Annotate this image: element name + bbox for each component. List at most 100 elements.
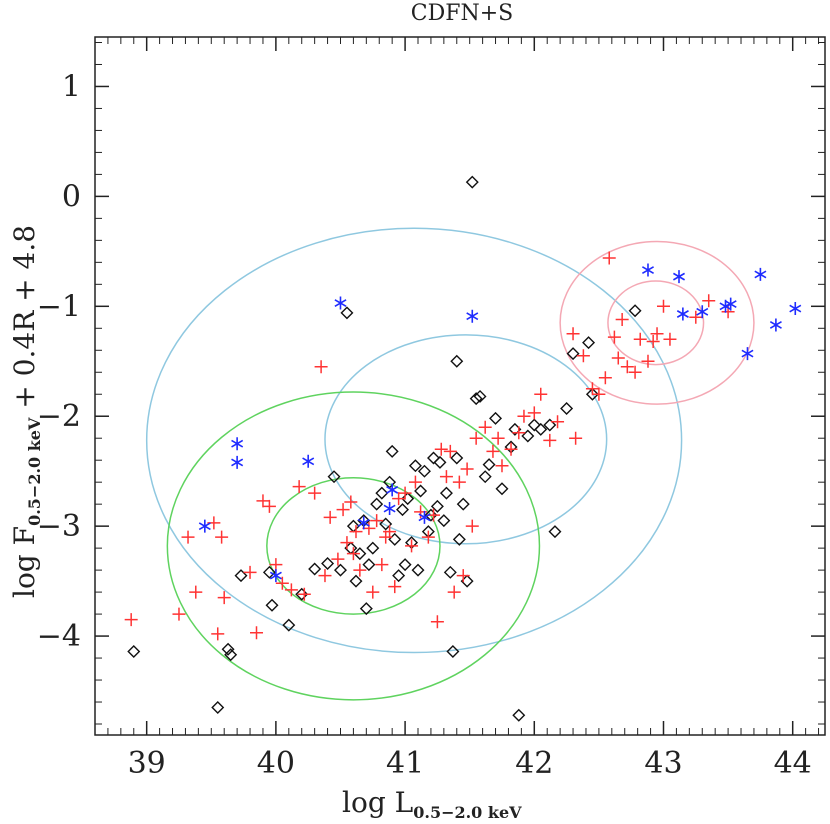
- y-tick-label: 0: [62, 179, 81, 214]
- data-point-plus: [181, 530, 195, 544]
- data-point-diamond: [234, 569, 248, 583]
- data-point-plus: [346, 547, 360, 561]
- x-axis-label: log L0.5−2.0 keV: [342, 786, 522, 822]
- data-point-diamond: [127, 644, 141, 658]
- data-point-asterisk: [334, 296, 347, 310]
- data-point-plus: [615, 312, 629, 326]
- data-point-diamond: [548, 525, 562, 539]
- data-point-asterisk: [769, 318, 782, 332]
- data-point-diamond: [456, 497, 470, 511]
- data-point-diamond: [282, 618, 296, 632]
- ellipse-pink-small: [607, 280, 705, 366]
- data-point-plus: [628, 365, 642, 379]
- y-axis-label: log F0.5−2.0 keV + 0.4R + 4.8: [8, 225, 44, 598]
- data-point-diamond: [295, 587, 309, 601]
- data-point-diamond: [362, 558, 376, 572]
- y-tick-label: 1: [62, 69, 81, 104]
- data-point-diamond: [321, 557, 335, 571]
- data-point-asterisk: [754, 267, 767, 281]
- y-axis-label-main: log F: [8, 526, 41, 598]
- data-point-diamond: [450, 451, 464, 465]
- data-point-diamond: [452, 532, 466, 546]
- data-point-diamond: [327, 470, 341, 484]
- ellipse-green-small: [266, 477, 441, 615]
- data-point-plus: [217, 591, 231, 605]
- data-point-diamond: [411, 563, 425, 577]
- ellipse-green-large: [166, 391, 541, 701]
- data-point-plus: [284, 583, 298, 597]
- ellipses-layer: [145, 227, 755, 701]
- data-point-plus: [491, 431, 505, 445]
- x-tick-label: 43: [644, 746, 682, 781]
- data-point-diamond: [221, 642, 235, 656]
- y-tick-label: −2: [37, 399, 81, 434]
- data-point-plus: [543, 433, 557, 447]
- data-point-diamond: [385, 444, 399, 458]
- data-point-diamond: [265, 598, 279, 612]
- data-point-plus: [620, 360, 634, 374]
- data-point-plus: [465, 519, 479, 533]
- data-point-plus: [592, 387, 606, 401]
- data-point-asterisk: [789, 302, 802, 316]
- data-point-plus: [340, 536, 354, 550]
- data-point-asterisk: [724, 297, 737, 311]
- data-point-plus: [124, 613, 138, 627]
- data-point-asterisk: [696, 305, 709, 319]
- data-point-diamond: [430, 499, 444, 513]
- data-point-diamond: [398, 558, 412, 572]
- data-point-plus: [297, 587, 311, 601]
- data-point-plus: [598, 371, 612, 385]
- data-point-diamond: [560, 402, 574, 416]
- data-point-plus: [607, 330, 621, 344]
- data-point-plus: [388, 580, 402, 594]
- data-point-plus: [517, 409, 531, 423]
- data-point-plus: [331, 552, 345, 566]
- data-point-plus: [551, 415, 565, 429]
- data-point-diamond: [443, 565, 457, 579]
- data-point-diamond: [628, 304, 642, 318]
- data-point-diamond: [224, 648, 238, 662]
- data-point-plus: [434, 442, 448, 456]
- data-point-plus: [366, 585, 380, 599]
- data-point-asterisk: [357, 516, 370, 530]
- data-point-plus: [527, 406, 541, 420]
- data-point-diamond: [401, 492, 415, 506]
- x-tick-label: 44: [774, 746, 812, 781]
- data-point-plus: [383, 525, 397, 539]
- data-point-asterisk: [386, 483, 399, 497]
- ticks-layer: 39 40 41 42 43 44 1 0 −1 −2 −3 −4: [37, 37, 825, 781]
- data-point-diamond: [211, 701, 225, 715]
- data-point-diamond: [489, 411, 503, 425]
- data-point-plus: [452, 475, 466, 489]
- data-point-diamond: [417, 464, 431, 478]
- data-point-plus: [646, 334, 660, 348]
- data-point-plus: [275, 576, 289, 590]
- data-point-diamond: [482, 458, 496, 472]
- data-point-asterisk: [302, 454, 315, 468]
- data-point-plus: [375, 558, 389, 572]
- data-point-plus: [344, 495, 358, 509]
- chart-title: CDFN+S: [411, 1, 514, 26]
- data-point-diamond: [262, 565, 276, 579]
- data-point-asterisk: [269, 569, 282, 583]
- data-point-plus: [421, 530, 435, 544]
- data-point-asterisk: [676, 307, 689, 321]
- data-point-plus: [702, 294, 716, 308]
- data-point-plus: [602, 251, 616, 265]
- points-layer: [124, 175, 802, 722]
- data-point-diamond: [585, 387, 599, 401]
- data-point-plus: [650, 327, 664, 341]
- data-point-diamond: [543, 418, 557, 432]
- data-point-asterisk: [383, 502, 396, 516]
- y-tick-label: −4: [37, 619, 81, 654]
- x-axis-label-main: log L: [342, 786, 413, 819]
- data-point-plus: [430, 615, 444, 629]
- data-point-diamond: [359, 602, 373, 616]
- data-point-diamond: [388, 532, 402, 546]
- ellipse-pink-large: [559, 240, 755, 405]
- y-tick-label: −3: [37, 509, 81, 544]
- data-point-diamond: [333, 563, 347, 577]
- data-point-plus: [585, 382, 599, 396]
- data-point-plus: [336, 503, 350, 517]
- x-tick-label: 39: [128, 746, 166, 781]
